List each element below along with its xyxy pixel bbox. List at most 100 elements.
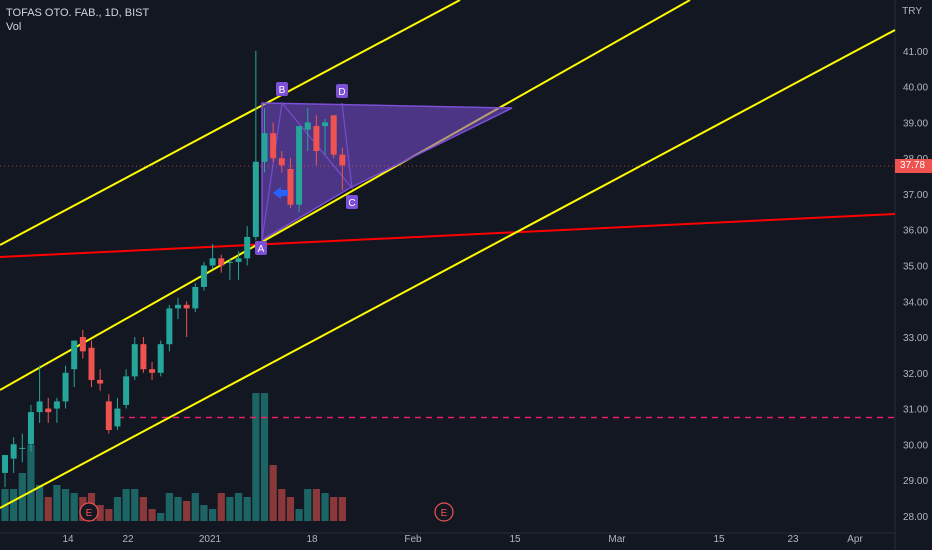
candle-body <box>330 115 337 155</box>
time-tick-label: Apr <box>847 534 863 545</box>
candle-body <box>218 258 225 266</box>
candle-body <box>97 379 104 384</box>
volume-bar <box>61 489 70 521</box>
volume-bar <box>260 393 269 521</box>
volume-bar <box>321 493 329 521</box>
volume-bar <box>139 497 147 521</box>
candle-body <box>261 133 268 162</box>
price-tick-label: 39.00 <box>903 118 928 129</box>
volume-bar <box>36 485 44 521</box>
symbol-label[interactable]: TOFAS OTO. FAB., 1D, BIST <box>6 7 150 19</box>
time-tick-label: 14 <box>62 534 74 545</box>
volume-bar <box>183 501 191 521</box>
candle-body <box>209 258 216 266</box>
volume-label[interactable]: Vol <box>6 21 22 33</box>
candle-body <box>140 344 147 370</box>
volume-bar <box>226 497 234 521</box>
volume-bar <box>113 497 122 521</box>
channel-upper-line <box>0 0 461 246</box>
candle-body <box>192 286 199 309</box>
candle-body <box>71 340 78 370</box>
blue-arrow-icon <box>273 187 288 199</box>
pattern-label-box <box>336 84 348 98</box>
earnings-marker-label: E <box>86 508 93 519</box>
candle-body <box>19 447 26 449</box>
volume-bar <box>217 493 225 521</box>
candle-body <box>175 304 181 309</box>
candle-body <box>183 304 190 309</box>
time-tick-label: 15 <box>713 534 725 545</box>
candle-body <box>278 158 285 166</box>
time-tick-label: 15 <box>509 534 521 545</box>
volume-bar <box>278 489 286 521</box>
volume-bar <box>157 513 165 521</box>
candle-body <box>10 444 17 459</box>
volume-bar <box>165 493 173 521</box>
volume-bar <box>234 493 243 521</box>
volume-bar <box>295 509 303 521</box>
candle-body <box>62 372 69 402</box>
price-tick-label: 36.00 <box>903 226 928 237</box>
time-tick-label: 2021 <box>199 534 222 545</box>
volume-bar <box>191 493 199 521</box>
candle-body <box>244 236 251 259</box>
volume-bar <box>209 509 217 521</box>
volume-bar <box>174 497 182 521</box>
candle-body <box>339 154 346 166</box>
volume-bar <box>286 497 295 521</box>
price-tick-label: 32.00 <box>903 369 928 380</box>
volume-bar <box>312 489 320 521</box>
candle-body <box>45 408 52 413</box>
volume-bar <box>338 497 346 521</box>
price-tick-label: 37.00 <box>903 190 928 201</box>
candle-body <box>235 258 242 262</box>
time-tick-label: 23 <box>787 534 799 545</box>
candle-body <box>88 347 95 380</box>
volume-bar <box>269 465 277 521</box>
price-tick-label: 31.00 <box>903 405 928 416</box>
candle-body <box>157 344 164 373</box>
volume-bar <box>243 497 251 521</box>
price-tick-label: 28.00 <box>903 512 928 523</box>
candle-body <box>287 168 294 205</box>
candle-body <box>304 122 311 130</box>
candle-body <box>123 376 130 405</box>
price-tick-label: 33.00 <box>903 333 928 344</box>
candle-body <box>27 412 34 445</box>
candle-body <box>166 308 173 345</box>
volume-bar <box>200 505 208 521</box>
pattern-label-b: B <box>279 85 286 96</box>
candle-body <box>226 261 233 263</box>
candle-body <box>149 369 156 373</box>
volume-bar <box>10 489 18 521</box>
volume-bar <box>304 489 312 521</box>
volume-bar <box>44 497 52 521</box>
candle-body <box>36 401 43 413</box>
candle-body <box>131 344 138 377</box>
candle-body <box>200 265 207 287</box>
volume-bar <box>27 445 35 521</box>
chart-legend: TOFAS OTO. FAB., 1D, BIST Vol <box>6 6 149 34</box>
triangle-pattern <box>261 102 513 242</box>
volume-bar <box>105 509 113 521</box>
price-tick-label: 29.00 <box>903 476 928 487</box>
pattern-label-c: C <box>348 198 355 209</box>
candle-body <box>114 408 121 427</box>
candle-body <box>322 122 329 127</box>
time-tick-label: 22 <box>122 534 134 545</box>
candle-body <box>296 126 303 205</box>
price-tick-label: 40.00 <box>903 83 928 94</box>
earnings-marker-icon <box>434 502 454 522</box>
pattern-label-d: D <box>338 87 345 98</box>
volume-bar <box>53 485 61 521</box>
volume-bar <box>330 497 338 521</box>
time-tick-label: Mar <box>608 534 626 545</box>
candle-body <box>2 455 8 473</box>
time-tick-label: 18 <box>306 534 318 545</box>
volume-bar <box>70 493 78 521</box>
candle-body <box>105 401 112 431</box>
red-trend-line <box>0 213 896 258</box>
candle-body <box>270 133 277 159</box>
